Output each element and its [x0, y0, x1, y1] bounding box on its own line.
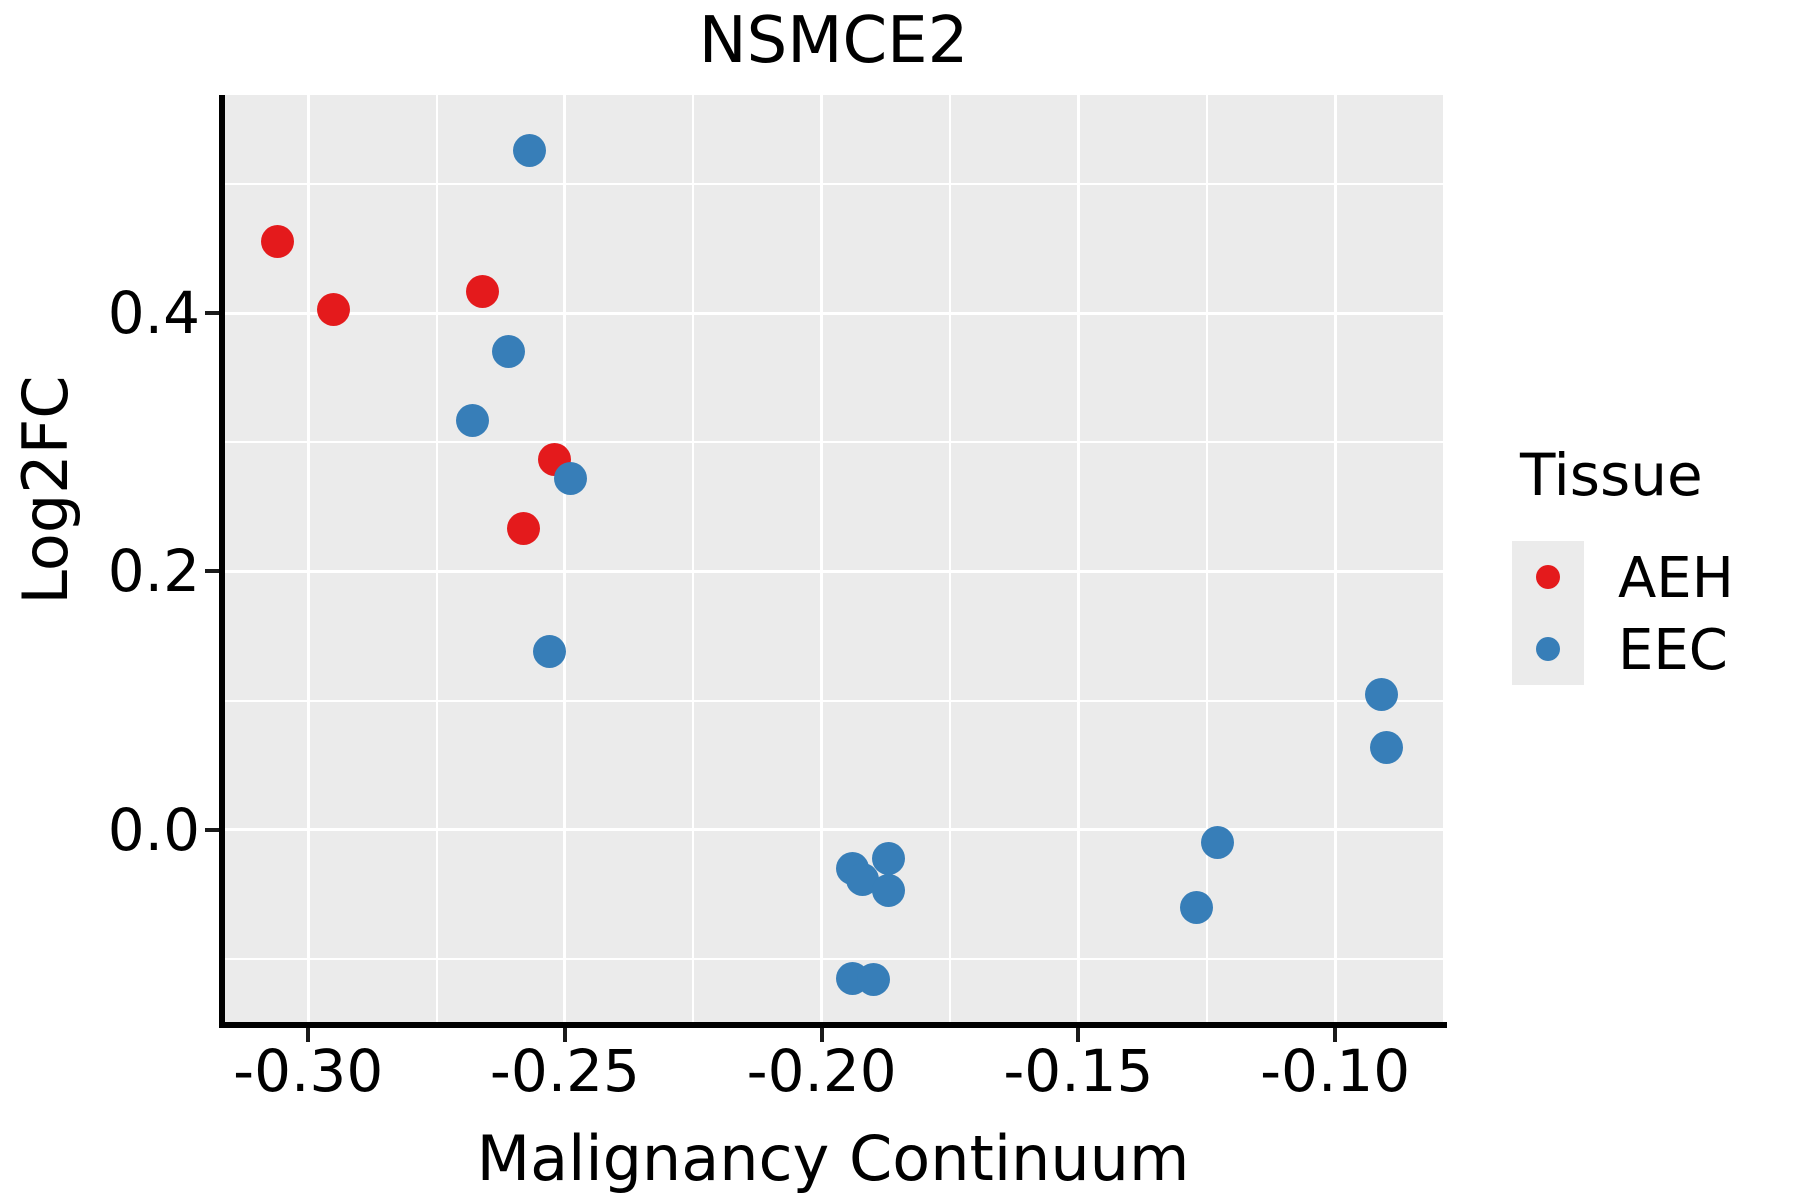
y-axis-title: Log2FC	[9, 375, 82, 605]
x-tick-mark	[306, 1028, 311, 1042]
data-point-eec	[856, 963, 890, 997]
data-point-aeh	[317, 292, 351, 326]
data-point-aeh	[260, 225, 294, 259]
x-minor-gridline	[1205, 95, 1208, 1022]
x-tick-label: -0.30	[233, 1037, 384, 1105]
legend-label-aeh: AEH	[1618, 546, 1734, 611]
x-minor-gridline	[435, 95, 438, 1022]
y-major-gridline	[224, 311, 1443, 315]
y-tick-mark	[205, 311, 219, 316]
data-point-eec	[871, 874, 905, 908]
x-axis-title: Malignancy Continuum	[476, 1122, 1190, 1195]
data-point-aeh	[466, 274, 500, 308]
y-tick-mark	[205, 569, 219, 574]
data-point-eec	[1364, 677, 1398, 711]
x-tick-label: -0.10	[1260, 1037, 1411, 1105]
legend-title: Tissue	[1520, 441, 1703, 509]
data-point-eec	[1370, 730, 1404, 764]
y-axis-spine	[219, 95, 225, 1028]
y-tick-label: 0.2	[107, 537, 200, 606]
data-point-eec	[456, 403, 490, 437]
y-tick-mark	[205, 827, 219, 832]
x-major-gridline	[1333, 95, 1337, 1022]
data-point-eec	[533, 635, 567, 669]
data-point-eec	[1180, 890, 1214, 924]
y-minor-gridline	[224, 182, 1443, 185]
x-tick-mark	[562, 1028, 567, 1042]
x-major-gridline	[563, 95, 567, 1022]
data-point-eec	[871, 841, 905, 875]
data-point-aeh	[507, 512, 541, 546]
x-axis-spine	[219, 1022, 1447, 1028]
legend-dot-eec	[1536, 637, 1560, 661]
legend-key-aeh	[1512, 541, 1584, 613]
y-tick-label: 0.4	[107, 279, 200, 348]
y-minor-gridline	[224, 958, 1443, 961]
x-minor-gridline	[949, 95, 952, 1022]
data-point-eec	[553, 461, 587, 495]
x-tick-mark	[1333, 1028, 1338, 1042]
legend-label-eec: EEC	[1618, 618, 1728, 683]
x-tick-label: -0.15	[1003, 1037, 1154, 1105]
plot-title: NSMCE2	[698, 4, 969, 78]
data-point-eec	[491, 335, 525, 369]
x-tick-label: -0.25	[489, 1037, 640, 1105]
y-tick-label: 0.0	[107, 795, 200, 864]
y-major-gridline	[224, 569, 1443, 573]
plot-panel	[224, 95, 1443, 1022]
x-major-gridline	[820, 95, 824, 1022]
x-major-gridline	[306, 95, 310, 1022]
x-major-gridline	[1076, 95, 1080, 1022]
x-tick-mark	[819, 1028, 824, 1042]
y-minor-gridline	[224, 699, 1443, 702]
y-major-gridline	[224, 828, 1443, 832]
data-point-eec	[512, 133, 546, 167]
data-point-eec	[1200, 826, 1234, 860]
x-tick-mark	[1076, 1028, 1081, 1042]
x-tick-label: -0.20	[746, 1037, 897, 1105]
x-minor-gridline	[692, 95, 695, 1022]
legend-key-eec	[1512, 613, 1584, 685]
y-minor-gridline	[224, 441, 1443, 444]
legend-dot-aeh	[1536, 565, 1560, 589]
